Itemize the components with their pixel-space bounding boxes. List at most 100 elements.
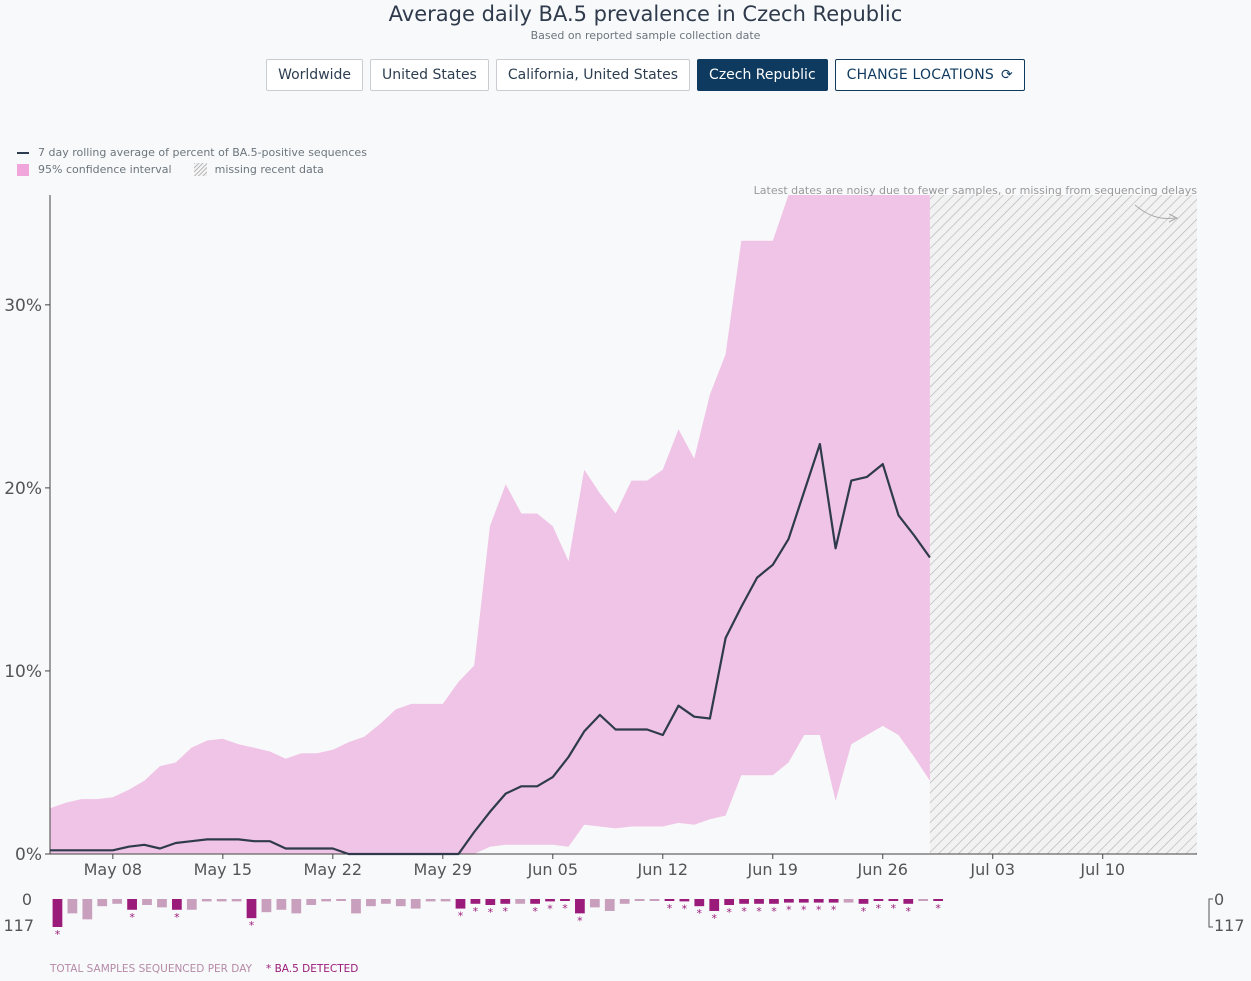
sample-bar [276, 899, 287, 910]
detected-marker: * [771, 905, 777, 918]
sample-bar [52, 899, 63, 927]
annotation-arrow [1134, 204, 1176, 219]
sample-bar [694, 899, 705, 907]
sample-bar [306, 899, 317, 905]
noise-annotation: Latest dates are noisy due to fewer samp… [754, 184, 1198, 197]
sample-bar [664, 899, 675, 901]
detected-marker: * [876, 902, 882, 915]
sample-bar [739, 899, 749, 904]
refresh-icon: ⟳ [1000, 67, 1013, 83]
samples-axis-bracket [1208, 898, 1213, 928]
samples-axis-min-left: 0 [22, 890, 32, 909]
x-tick-label: Jun 19 [747, 860, 798, 879]
sample-bar [933, 899, 944, 901]
detected-marker: * [741, 905, 747, 918]
sample-bar [410, 899, 421, 909]
sample-bar [530, 899, 540, 904]
sample-bar [157, 899, 167, 908]
sample-bar [127, 899, 137, 910]
detected-marker: * [816, 904, 822, 917]
sample-bar [395, 899, 406, 907]
sample-bar [67, 899, 78, 914]
location-button-worldwide[interactable]: Worldwide [266, 59, 364, 91]
sample-bar [366, 899, 376, 907]
detected-marker: * [831, 904, 837, 917]
sample-bar [754, 899, 764, 904]
confidence-band [50, 195, 930, 854]
detected-marker: * [562, 902, 568, 915]
x-tick-label: Jun 26 [857, 860, 908, 879]
sample-bar [142, 899, 152, 905]
y-tick-label: 20% [4, 479, 42, 499]
samples-axis-min-right: 0 [1214, 890, 1224, 909]
location-button-czech-republic[interactable]: Czech Republic [697, 59, 828, 91]
detected-marker: * [547, 902, 553, 915]
x-tick-label: Jul 03 [969, 860, 1015, 879]
sample-bar [321, 899, 332, 902]
samples-footer: TOTAL SAMPLES SEQUENCED PER DAY * BA.5 D… [50, 963, 358, 975]
x-tick-label: Jul 10 [1079, 860, 1125, 879]
sample-bar [918, 899, 929, 901]
legend-ci-swatch [17, 163, 29, 176]
sample-bar [709, 899, 720, 911]
x-tick-label: May 29 [414, 860, 473, 879]
prevalence-line [50, 442, 931, 856]
sample-bar [903, 899, 914, 904]
sample-bar [97, 899, 108, 907]
sample-bar [425, 899, 436, 902]
sample-bar [858, 899, 869, 904]
x-tick-label: May 15 [194, 860, 253, 879]
x-tick-label: Jun 05 [527, 860, 578, 879]
sample-bar [351, 899, 361, 914]
detected-marker: * [577, 914, 583, 927]
legend-line-swatch [17, 151, 29, 154]
sample-bar [172, 899, 182, 910]
samples-axis-max-right: 117 [1214, 916, 1245, 935]
x-tick-label: May 08 [84, 860, 143, 879]
change-locations-label: CHANGE LOCATIONS [846, 67, 994, 83]
chart-legend: 7 day rolling average of percent of BA.5… [17, 144, 367, 178]
location-button-california[interactable]: California, United States [495, 59, 691, 91]
sample-bar [186, 899, 197, 910]
location-selector: Worldwide United States California, Unit… [0, 59, 1251, 91]
sample-bar [619, 899, 630, 904]
detected-marker: * [711, 912, 717, 925]
sample-bar [843, 899, 854, 903]
chart-title: Average daily BA.5 prevalence in Czech R… [388, 2, 903, 26]
sample-bar [112, 899, 123, 904]
detected-marker: * [697, 907, 703, 920]
change-locations-button[interactable]: CHANGE LOCATIONS ⟳ [834, 59, 1025, 91]
legend-line-label: 7 day rolling average of percent of BA.5… [38, 146, 367, 159]
detected-marker: * [129, 911, 135, 924]
sample-bar [545, 899, 555, 902]
sample-bar [634, 899, 645, 901]
sample-bar [724, 899, 735, 905]
detected-marker: * [935, 902, 941, 915]
sample-bar [888, 899, 899, 901]
sample-bar [261, 899, 272, 913]
legend-missing-label: missing recent data [214, 163, 324, 176]
sample-bar [440, 899, 451, 902]
sample-bar [813, 899, 824, 903]
sample-bar [784, 899, 794, 903]
detected-marker: * [786, 904, 792, 917]
missing-data-region [929, 195, 1197, 854]
location-button-united-states[interactable]: United States [370, 59, 489, 91]
sample-bar [455, 899, 466, 909]
detected-label: * BA.5 DETECTED [265, 963, 359, 975]
annotation-arrowhead [1168, 213, 1179, 223]
detected-marker: * [801, 904, 807, 917]
detected-marker: * [488, 906, 494, 919]
detected-marker: * [861, 905, 867, 918]
sample-bar [769, 899, 779, 904]
sample-bar [575, 899, 585, 914]
sample-bar [231, 899, 242, 902]
detected-marker: * [906, 905, 912, 918]
sample-bar [515, 899, 526, 904]
sample-bar [336, 899, 346, 901]
sample-bar [604, 899, 615, 911]
sample-bar [201, 899, 212, 902]
detected-marker: * [891, 902, 897, 915]
sample-bar [589, 899, 600, 908]
